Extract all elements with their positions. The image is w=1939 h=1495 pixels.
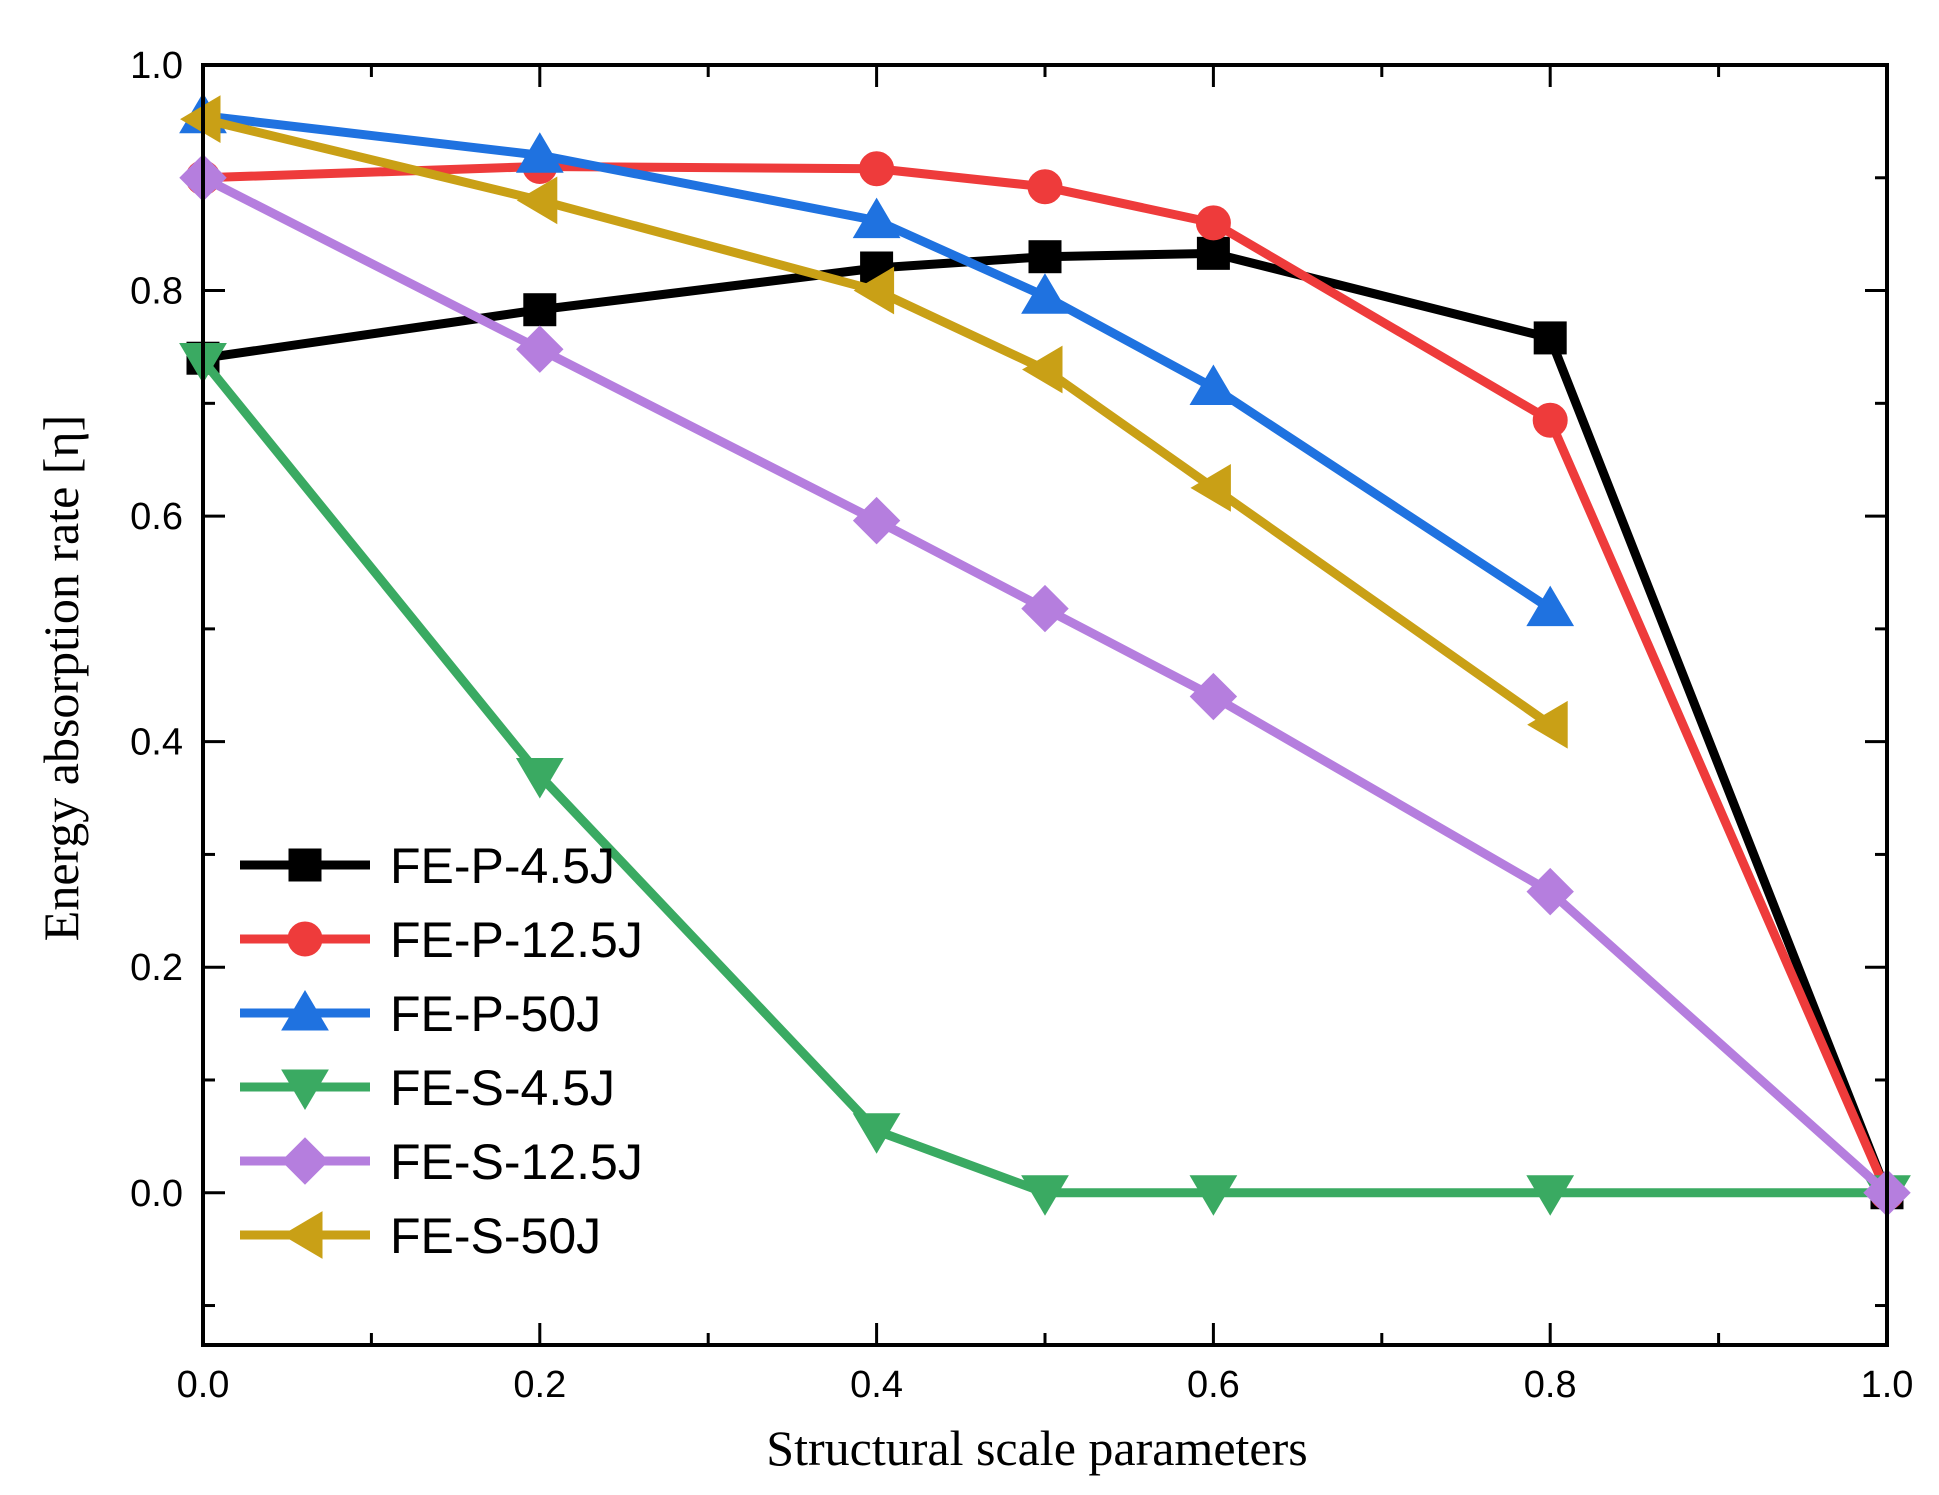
x-tick-label: 0.2: [513, 1364, 566, 1406]
y-tick-label: 0.8: [130, 271, 183, 313]
data-point: [1189, 1175, 1238, 1216]
legend-label: FE-S-4.5J: [390, 1060, 615, 1116]
data-point: [852, 197, 901, 239]
data-point: [1021, 1175, 1069, 1216]
data-point: [859, 151, 895, 187]
data-point: [852, 1113, 901, 1154]
data-point: [1195, 205, 1231, 241]
data-point: [1527, 700, 1568, 749]
data-point: [523, 293, 557, 327]
legend-label: FE-P-12.5J: [390, 912, 643, 968]
y-axis-title: Energy absorption rate [η]: [33, 415, 89, 941]
data-point: [1190, 464, 1231, 512]
x-tick-label: 0.8: [1524, 1364, 1577, 1406]
legend: FE-P-4.5J FE-P-12.5J FE-P-50J FE-S-4.5J FE-S…: [240, 838, 643, 1264]
data-point: [515, 757, 564, 799]
x-tick-label: 0.0: [177, 1364, 230, 1406]
legend-label: FE-S-50J: [390, 1208, 601, 1264]
x-axis-title: Structural scale parameters: [766, 1420, 1307, 1476]
x-tick-label: 0.6: [1187, 1364, 1240, 1406]
data-point: [180, 95, 221, 144]
data-point: [516, 325, 564, 373]
legend-item: FE-S-4.5J: [240, 1060, 615, 1116]
series-FE-S-12.5J: [179, 154, 1911, 1217]
x-tick-label: 1.0: [1861, 1364, 1914, 1406]
legend-label: FE-P-4.5J: [390, 838, 615, 894]
data-point: [1189, 672, 1238, 721]
y-tick-label: 0.0: [130, 1173, 183, 1215]
legend-item: FE-P-50J: [240, 986, 601, 1042]
data-point: [1022, 345, 1063, 394]
axis-tick-labels: 0.0 0.2 0.4 0.6 0.8 1.0 0.0 0.2 0.4 0.6 0.8 1.0: [130, 45, 1913, 1406]
data-point: [1526, 867, 1574, 916]
y-tick-label: 0.4: [130, 722, 183, 764]
legend-item: FE-S-50J: [240, 1208, 601, 1264]
data-point: [1021, 584, 1069, 633]
legend-label: FE-P-50J: [390, 986, 601, 1042]
data-point: [515, 132, 564, 173]
y-tick-label: 1.0: [130, 45, 183, 87]
data-point: [1533, 321, 1567, 355]
legend-item: FE-P-4.5J: [240, 838, 615, 894]
legend-label: FE-S-12.5J: [390, 1134, 643, 1190]
data-point: [853, 266, 895, 315]
data-point: [1196, 236, 1230, 270]
series-FE-S-50J: [180, 95, 1568, 749]
data-point: [1532, 402, 1568, 438]
legend-marker: [281, 990, 329, 1031]
legend-item: FE-S-12.5J: [240, 1134, 643, 1190]
data-point: [516, 176, 558, 225]
legend-marker: [287, 921, 323, 957]
data-point: [1021, 273, 1069, 314]
data-point: [1526, 585, 1575, 627]
data-point: [1027, 169, 1063, 205]
data-point: [852, 496, 901, 545]
legend-marker: [288, 848, 322, 882]
legend-marker: [281, 1069, 329, 1110]
legend-marker: [282, 1211, 323, 1259]
y-tick-label: 0.2: [130, 947, 183, 989]
data-point: [1526, 1175, 1575, 1216]
data-point: [1028, 240, 1062, 274]
y-tick-label: 0.6: [130, 496, 183, 538]
plot-frame: [201, 63, 1889, 1347]
legend-item: FE-P-12.5J: [240, 912, 643, 968]
x-tick-label: 0.4: [850, 1364, 903, 1406]
series-line: [198, 111, 1555, 614]
legend-marker: [281, 1137, 329, 1185]
series-line: [198, 114, 1555, 730]
data-point: [1189, 364, 1238, 406]
